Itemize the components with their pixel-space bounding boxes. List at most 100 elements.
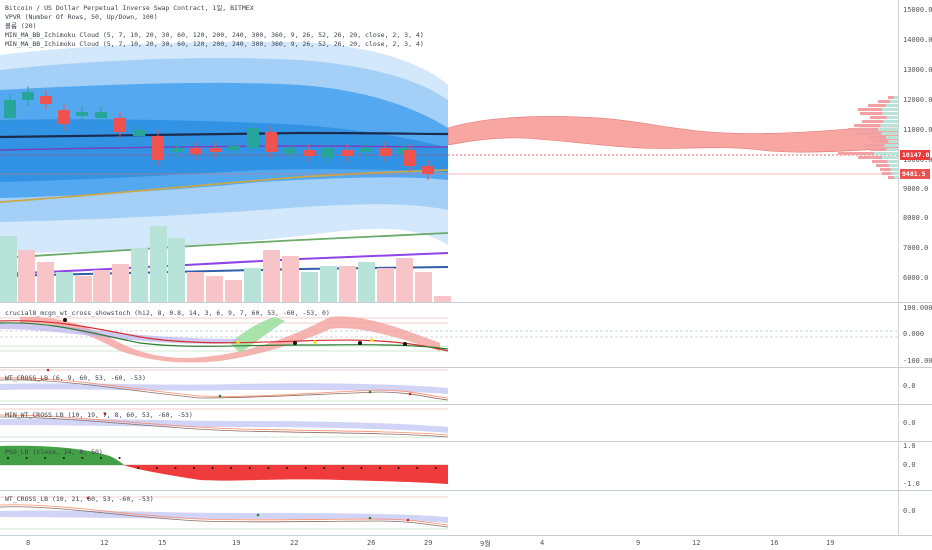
main-chart-canvas[interactable]	[0, 0, 898, 302]
osc-pane-1-axis[interactable]: 100.000 0.000 -100.000	[898, 303, 932, 368]
ichimoku-cloud-red	[447, 116, 898, 153]
candle-body	[341, 150, 353, 156]
candle-body	[360, 148, 372, 152]
price-tick: 15000.0	[903, 6, 932, 14]
candle-body	[422, 166, 434, 174]
osc-pane-3-axis[interactable]: 0.0	[898, 405, 932, 442]
volume-bar	[339, 266, 356, 302]
other-price-label: 9481.5	[900, 169, 930, 179]
volume-bar	[187, 272, 204, 302]
osc-pane-1[interactable]: crucial8_mcgn_wt_cross_showstoch (hi2, 8…	[0, 303, 898, 368]
volume-bar	[150, 226, 167, 302]
vpvr-row	[894, 96, 898, 99]
volume-bar	[282, 256, 299, 302]
osc-pane-2-axis[interactable]: 0.0	[898, 368, 932, 405]
time-tick: 9월	[480, 540, 491, 548]
osc-pane-3[interactable]: MIN_WT_CROSS_LB (10, 19, 7, 8, 60, 53, -…	[0, 405, 898, 442]
osc-pane-2-canvas	[0, 368, 449, 402]
volume-bar	[358, 262, 375, 302]
time-tick: 22	[290, 539, 299, 547]
pso-dot	[100, 457, 102, 459]
pso-dot	[341, 467, 344, 469]
time-tick: 26	[367, 539, 376, 547]
indicator-label-vpvr[interactable]: VPVR (Number Of Rows, 50, Up/Down, 100)	[5, 13, 158, 21]
indicator-label-ma-bb-1[interactable]: MIN_MA_BB_Ichimoku Cloud (5, 7, 10, 20, …	[5, 31, 424, 39]
osc-pane-2-label[interactable]: WT_CROSS_LB (6, 9, 60, 53, -60, -53)	[5, 374, 146, 382]
volume-bar	[56, 272, 73, 302]
vpvr-row	[888, 140, 898, 143]
osc-pane-1-label[interactable]: crucial8_mcgn_wt_cross_showstoch (hi2, 8…	[5, 309, 330, 317]
price-tick: 7000.0	[903, 244, 929, 252]
vpvr-row	[862, 120, 884, 123]
candle-body	[133, 130, 145, 136]
pso-dot	[174, 467, 177, 469]
osc-tick: 100.000	[903, 304, 932, 312]
vpvr-row	[880, 168, 891, 171]
indicator-label-volume[interactable]: 볼륨 (20)	[5, 22, 37, 30]
osc-pane-3-label[interactable]: MIN_WT_CROSS_LB (10, 19, 7, 8, 60, 53, -…	[5, 411, 193, 419]
chart-title: Bitcoin / US Dollar Perpetual Inverse Sw…	[5, 4, 254, 12]
osc-line-green	[0, 322, 449, 350]
time-axis[interactable]: 8 12 15 19 22 26 29 9월 4 9 12 16 19	[0, 536, 932, 550]
osc-tick: 1.0	[903, 442, 916, 450]
osc-tick: 0.0	[903, 382, 916, 390]
candle-body	[40, 96, 52, 104]
time-tick: 29	[424, 539, 433, 547]
osc-pane-5[interactable]: WT_CROSS_LB (10, 21, 60, 53, -60, -53)	[0, 491, 898, 536]
volume-bar	[112, 264, 129, 302]
pso-dot	[137, 467, 140, 469]
time-tick: 19	[232, 539, 241, 547]
candle-body	[404, 150, 416, 166]
time-tick: 4	[540, 539, 545, 547]
time-tick: 8	[26, 539, 31, 547]
osc-tick: 0.0	[903, 419, 916, 427]
volume-bar	[131, 248, 148, 302]
osc-green-cloud	[230, 317, 285, 353]
osc-pane-2[interactable]: WT_CROSS_LB (6, 9, 60, 53, -60, -53)	[0, 368, 898, 405]
pso-dot	[62, 457, 65, 459]
time-tick: 9	[636, 539, 641, 547]
volume-bar	[415, 272, 432, 302]
candle-body	[228, 146, 240, 150]
osc-pane-4-label[interactable]: PSO_LB (close, 14, 0, 50)	[5, 448, 103, 456]
pso-dot	[304, 467, 307, 469]
vpvr-row	[872, 160, 888, 163]
price-tick: 10000.0	[903, 156, 932, 164]
pso-dot	[248, 467, 251, 469]
vpvr-row	[864, 144, 885, 147]
pso-dot	[7, 457, 9, 459]
vpvr-row	[882, 172, 892, 175]
vpvr-row	[858, 108, 882, 111]
vpvr-row	[878, 100, 890, 103]
vpvr-row	[876, 164, 890, 167]
volume-bar	[263, 250, 280, 302]
vpvr-row	[858, 156, 882, 159]
osc-pane-5-axis[interactable]: 0.0	[898, 491, 932, 536]
time-tick: 15	[158, 539, 167, 547]
candle-body	[95, 112, 107, 118]
vpvr-row	[882, 112, 898, 115]
osc-pane-5-label[interactable]: WT_CROSS_LB (10, 21, 60, 53, -60, -53)	[5, 495, 154, 503]
volume-bar	[93, 270, 110, 302]
pso-dot	[193, 467, 195, 469]
price-tick: 6000.0	[903, 274, 929, 282]
indicator-label-ma-bb-2[interactable]: MIN_MA_BB_Ichimoku Cloud (5, 7, 10, 20, …	[5, 40, 424, 48]
price-tick: 14000.0	[903, 36, 932, 44]
osc-pane-4[interactable]: PSO_LB (close, 14, 0, 50)	[0, 442, 898, 491]
osc-pane-4-axis[interactable]: 1.0 0.0 -1.0	[898, 442, 932, 491]
candle-body	[265, 132, 277, 152]
candle-body	[4, 100, 16, 118]
vpvr-row	[874, 140, 889, 143]
pso-dot	[267, 467, 270, 469]
volume-bar	[18, 250, 35, 302]
candle-body	[303, 150, 315, 156]
vpvr-row	[890, 100, 898, 103]
vpvr-row	[882, 108, 898, 111]
pso-dot	[155, 467, 158, 469]
candles	[4, 86, 434, 180]
vpvr-row	[881, 132, 898, 135]
vpvr-row	[894, 176, 898, 179]
pso-green-area	[0, 445, 124, 465]
main-price-pane[interactable]: Bitcoin / US Dollar Perpetual Inverse Sw…	[0, 0, 898, 303]
candle-body	[171, 148, 183, 152]
